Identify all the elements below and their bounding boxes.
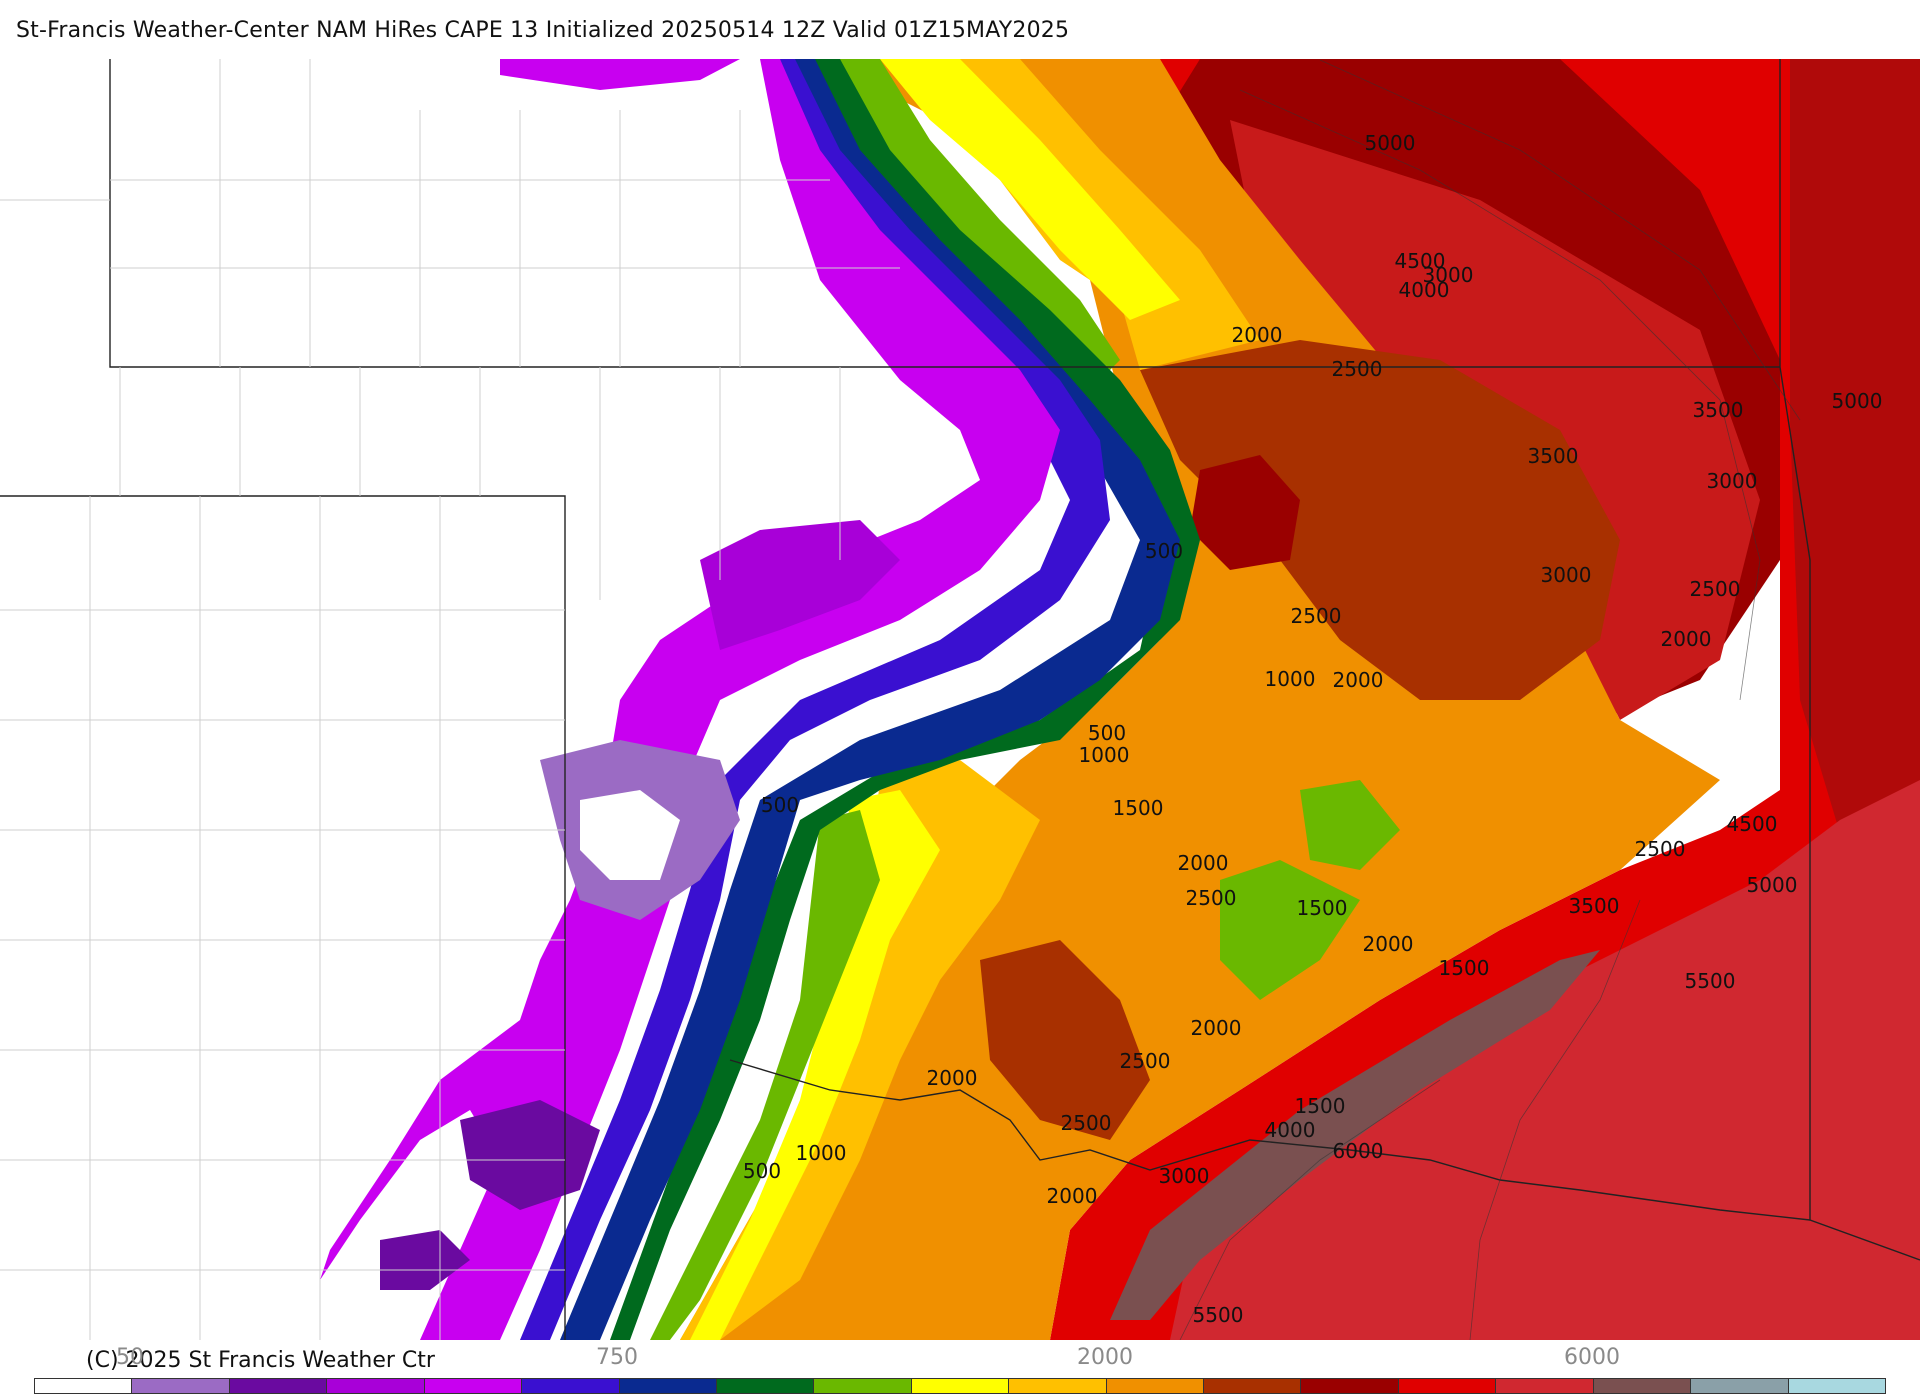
contour-label: 6000 bbox=[1333, 1139, 1384, 1163]
contour-label: 1500 bbox=[1439, 956, 1490, 980]
contour-label: 1500 bbox=[1113, 796, 1164, 820]
cape-area-violet bbox=[700, 520, 900, 650]
colorbar-swatch bbox=[327, 1379, 425, 1393]
contour-label: 2500 bbox=[1690, 577, 1741, 601]
colorbar-swatch bbox=[716, 1379, 815, 1393]
cape-area-darkpurple bbox=[380, 1100, 600, 1290]
contour-label: 3500 bbox=[1528, 444, 1579, 468]
contour-label: 2000 bbox=[1661, 627, 1712, 651]
contour-label: 5000 bbox=[1747, 873, 1798, 897]
contour-label: 3500 bbox=[1693, 398, 1744, 422]
colorbar-swatch bbox=[1301, 1379, 1399, 1393]
contour-label: 3500 bbox=[1569, 894, 1620, 918]
contour-label: 2000 bbox=[1363, 932, 1414, 956]
contour-label: 500 bbox=[1145, 539, 1183, 563]
copyright-text: (C) 2025 St Francis Weather Ctr bbox=[86, 1348, 435, 1373]
contour-label: 1000 bbox=[1265, 667, 1316, 691]
contour-label: 500 bbox=[1088, 721, 1126, 745]
colorbar-swatch bbox=[229, 1379, 328, 1393]
contour-label: 5500 bbox=[1193, 1303, 1244, 1327]
colorbar-swatch bbox=[132, 1379, 230, 1393]
colorbar-swatch bbox=[35, 1379, 133, 1393]
contour-label: 5500 bbox=[1685, 969, 1736, 993]
chart-title: St-Francis Weather-Center NAM HiRes CAPE… bbox=[16, 18, 1070, 43]
colorbar-swatch bbox=[522, 1379, 620, 1393]
colorbar-swatch bbox=[619, 1379, 717, 1393]
contour-label: 1500 bbox=[1295, 1094, 1346, 1118]
colorbar-swatch bbox=[814, 1379, 912, 1393]
cape-map: 5000450040003000200025005000350035003000… bbox=[0, 59, 1920, 1340]
contour-label: 2000 bbox=[1047, 1184, 1098, 1208]
contour-label: 2000 bbox=[1232, 323, 1283, 347]
cape-area-mauve bbox=[1110, 950, 1600, 1320]
contour-label: 5000 bbox=[1832, 389, 1883, 413]
colorbar bbox=[34, 1378, 1886, 1394]
contour-label: 2500 bbox=[1120, 1049, 1171, 1073]
state-borders bbox=[0, 59, 1920, 1340]
contour-lines bbox=[1179, 59, 1801, 1340]
contour-label: 3000 bbox=[1541, 563, 1592, 587]
cape-area-lightgreen bbox=[650, 59, 1400, 1340]
colorbar-swatch bbox=[1691, 1379, 1789, 1393]
contour-label: 1500 bbox=[1297, 896, 1348, 920]
contour-label: 500 bbox=[761, 793, 799, 817]
colorbar-tick-label: 2000 bbox=[1077, 1345, 1133, 1370]
colorbar-tick-label: 50 bbox=[116, 1345, 144, 1370]
colorbar-swatch bbox=[1593, 1379, 1692, 1393]
colorbar-swatch bbox=[424, 1379, 523, 1393]
contour-label: 2500 bbox=[1186, 886, 1237, 910]
cape-area-magenta bbox=[320, 59, 1060, 1340]
cape-area-brown bbox=[1140, 340, 1620, 700]
contour-label: 4500 bbox=[1395, 249, 1446, 273]
contour-label: 3000 bbox=[1423, 263, 1474, 287]
contour-label: 2000 bbox=[1191, 1016, 1242, 1040]
colorbar-swatch bbox=[1398, 1379, 1497, 1393]
contour-label: 4500 bbox=[1727, 812, 1778, 836]
county-borders bbox=[0, 59, 900, 1340]
contour-label: 4000 bbox=[1265, 1118, 1316, 1142]
contour-label: 2500 bbox=[1061, 1111, 1112, 1135]
colorbar-swatch bbox=[911, 1379, 1010, 1393]
contour-label: 2500 bbox=[1332, 357, 1383, 381]
contour-label: 2500 bbox=[1635, 837, 1686, 861]
contour-labels: 5000450040003000200025005000350035003000… bbox=[743, 131, 1883, 1327]
contour-label: 1000 bbox=[1079, 743, 1130, 767]
contour-label: 1000 bbox=[796, 1141, 847, 1165]
colorbar-tick-label: 750 bbox=[596, 1345, 638, 1370]
colorbar-swatch bbox=[1204, 1379, 1302, 1393]
cape-area-brown-south bbox=[980, 940, 1150, 1140]
cape-area-dim bbox=[580, 790, 680, 880]
colorbar-swatch bbox=[1106, 1379, 1205, 1393]
contour-label: 3000 bbox=[1707, 469, 1758, 493]
contour-label: 3000 bbox=[1159, 1164, 1210, 1188]
colorbar-swatch bbox=[1496, 1379, 1594, 1393]
contour-label: 2000 bbox=[1333, 668, 1384, 692]
contour-label: 2500 bbox=[1291, 604, 1342, 628]
colorbar-swatch bbox=[1009, 1379, 1107, 1393]
contour-label: 500 bbox=[743, 1159, 781, 1183]
contour-label: 2000 bbox=[927, 1066, 978, 1090]
cape-area-orange bbox=[680, 59, 1720, 1340]
colorbar-tick-label: 6000 bbox=[1564, 1345, 1620, 1370]
contour-label: 4000 bbox=[1399, 278, 1450, 302]
cape-area-crimson bbox=[1170, 780, 1920, 1340]
contour-label: 5000 bbox=[1365, 131, 1416, 155]
cape-area-blue bbox=[520, 59, 1110, 1340]
colorbar-swatch bbox=[1788, 1379, 1886, 1393]
contour-label: 2000 bbox=[1178, 851, 1229, 875]
cape-area-darkcore bbox=[1190, 455, 1300, 570]
